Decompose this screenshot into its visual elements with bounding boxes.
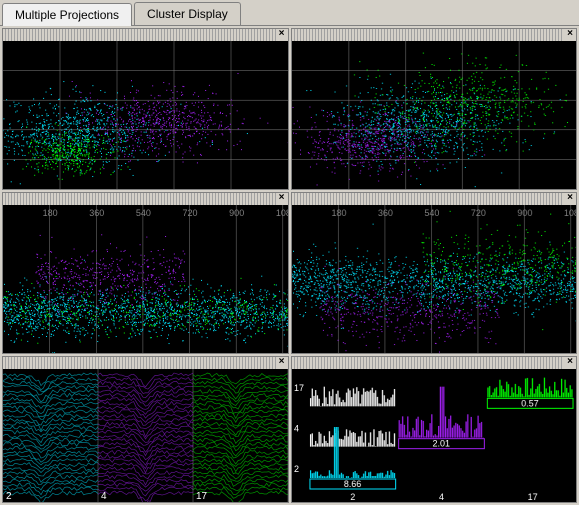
- tab-cluster-display[interactable]: Cluster Display: [134, 2, 241, 25]
- panel-histograms: ×: [291, 356, 578, 503]
- panel-scatter-top-left: ×: [2, 28, 289, 190]
- panel-scatter-mid-left: ×: [2, 192, 289, 354]
- waveform-plot[interactable]: [3, 369, 288, 502]
- tab-multiple-projections[interactable]: Multiple Projections: [2, 3, 132, 26]
- scatter-time-plot[interactable]: [3, 205, 288, 353]
- panel-scatter-top-right: ×: [291, 28, 578, 190]
- panel-drag-handle[interactable]: [3, 29, 288, 41]
- panel-drag-handle[interactable]: [3, 193, 288, 205]
- panel-drag-handle[interactable]: [292, 193, 577, 205]
- content-area: × × × × × ×: [0, 26, 579, 505]
- scatter-plot[interactable]: [3, 41, 288, 189]
- close-icon[interactable]: ×: [276, 29, 288, 41]
- close-icon[interactable]: ×: [276, 357, 288, 369]
- close-icon[interactable]: ×: [564, 357, 576, 369]
- panel-drag-handle[interactable]: [292, 29, 577, 41]
- close-icon[interactable]: ×: [564, 193, 576, 205]
- histogram-plot[interactable]: [292, 369, 577, 502]
- close-icon[interactable]: ×: [564, 29, 576, 41]
- panel-drag-handle[interactable]: [292, 357, 577, 369]
- panel-drag-handle[interactable]: [3, 357, 288, 369]
- tab-bar: Multiple Projections Cluster Display: [0, 0, 579, 26]
- panel-waveforms: ×: [2, 356, 289, 503]
- panel-scatter-mid-right: ×: [291, 192, 578, 354]
- scatter-time-plot[interactable]: [292, 205, 577, 353]
- scatter-plot[interactable]: [292, 41, 577, 189]
- close-icon[interactable]: ×: [276, 193, 288, 205]
